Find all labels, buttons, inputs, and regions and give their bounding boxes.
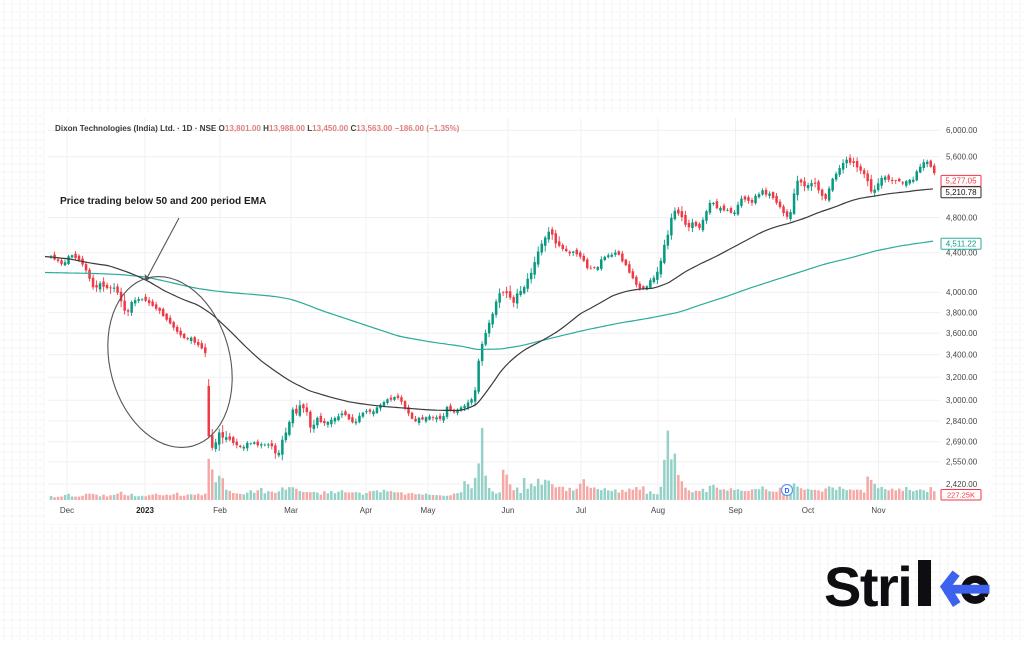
svg-text:3,400.00: 3,400.00 [946,350,978,359]
svg-text:6,000.00: 6,000.00 [946,126,978,135]
svg-text:May: May [420,506,435,515]
svg-text:4,800.00: 4,800.00 [946,213,978,222]
svg-text:Jun: Jun [502,506,515,515]
svg-text:Apr: Apr [360,506,373,515]
svg-text:5,277.05: 5,277.05 [945,177,977,186]
svg-text:3,800.00: 3,800.00 [946,308,978,317]
svg-text:3,600.00: 3,600.00 [946,329,978,338]
svg-text:4,400.00: 4,400.00 [946,249,978,258]
svg-text:2,840.00: 2,840.00 [946,417,978,426]
svg-text:5,600.00: 5,600.00 [946,152,978,161]
svg-text:2,550.00: 2,550.00 [946,458,978,467]
svg-text:Sep: Sep [728,506,743,515]
svg-text:Mar: Mar [284,506,298,515]
svg-text:D: D [784,488,789,495]
svg-text:4,000.00: 4,000.00 [946,288,978,297]
svg-text:Dec: Dec [60,506,74,515]
svg-text:Aug: Aug [651,506,665,515]
svg-text:2023: 2023 [136,506,154,515]
svg-text:3,200.00: 3,200.00 [946,373,978,382]
svg-text:Oct: Oct [802,506,815,515]
svg-text:4,511.22: 4,511.22 [946,240,977,249]
svg-text:227.25K: 227.25K [947,491,975,500]
svg-text:2,420.00: 2,420.00 [946,480,978,489]
svg-text:Feb: Feb [213,506,227,515]
svg-text:Jul: Jul [576,506,586,515]
svg-text:2,690.00: 2,690.00 [946,438,978,447]
svg-text:5,210.78: 5,210.78 [945,188,977,197]
svg-text:Stri: Stri [824,555,911,618]
svg-text:Dixon Technologies (India) Ltd: Dixon Technologies (India) Ltd. · 1D · N… [55,124,460,133]
svg-text:3,000.00: 3,000.00 [946,396,978,405]
svg-text:Nov: Nov [871,506,885,515]
svg-text:Price trading below 50 and 200: Price trading below 50 and 200 period EM… [60,196,267,207]
